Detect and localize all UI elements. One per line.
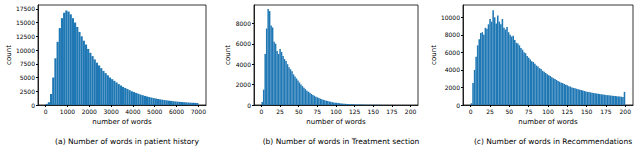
svg-text:2500: 2500 [20, 88, 35, 95]
svg-text:0: 0 [247, 102, 251, 109]
svg-text:6000: 6000 [169, 108, 184, 115]
svg-text:10000: 10000 [16, 47, 35, 54]
svg-text:4000: 4000 [236, 61, 251, 68]
svg-text:number of words: number of words [518, 118, 578, 126]
svg-text:200: 200 [620, 108, 632, 115]
svg-text:0: 0 [469, 108, 473, 115]
svg-text:(a) Number of words in patient: (a) Number of words in patient history [55, 137, 199, 146]
svg-text:0: 0 [456, 102, 460, 109]
svg-text:0: 0 [44, 108, 48, 115]
svg-text:2000: 2000 [445, 84, 460, 91]
svg-text:0: 0 [260, 108, 264, 115]
svg-text:12500: 12500 [16, 33, 35, 40]
svg-text:2000: 2000 [82, 108, 97, 115]
svg-text:5000: 5000 [147, 108, 162, 115]
svg-text:8000: 8000 [445, 31, 460, 38]
svg-text:count: count [5, 45, 13, 65]
svg-text:number of words: number of words [306, 118, 366, 126]
svg-text:200: 200 [405, 108, 417, 115]
svg-text:50: 50 [295, 108, 303, 115]
svg-text:10000: 10000 [441, 14, 460, 21]
svg-text:number of words: number of words [92, 118, 152, 126]
svg-text:4000: 4000 [445, 66, 460, 73]
svg-text:100: 100 [542, 108, 554, 115]
svg-text:7500: 7500 [20, 60, 35, 67]
svg-text:(c) Number of words in Recomme: (c) Number of words in Recommendations [474, 137, 632, 146]
svg-text:1000: 1000 [60, 108, 75, 115]
svg-text:150: 150 [368, 108, 380, 115]
svg-text:6000: 6000 [445, 49, 460, 56]
svg-text:4000: 4000 [125, 108, 140, 115]
svg-text:175: 175 [600, 108, 612, 115]
svg-text:6000: 6000 [236, 40, 251, 47]
svg-text:75: 75 [525, 108, 533, 115]
svg-text:25: 25 [276, 108, 284, 115]
svg-text:17500: 17500 [16, 5, 35, 12]
svg-text:(b) Number of words in Treatme: (b) Number of words in Treatment section [263, 137, 420, 146]
svg-text:7000: 7000 [191, 108, 206, 115]
svg-text:25: 25 [486, 108, 494, 115]
svg-text:125: 125 [349, 108, 361, 115]
svg-text:75: 75 [314, 108, 322, 115]
svg-text:100: 100 [330, 108, 342, 115]
svg-text:3000: 3000 [103, 108, 118, 115]
svg-text:15000: 15000 [16, 19, 35, 26]
svg-text:150: 150 [581, 108, 593, 115]
svg-text:8000: 8000 [236, 20, 251, 27]
svg-text:0: 0 [31, 102, 35, 109]
svg-text:50: 50 [506, 108, 514, 115]
svg-text:125: 125 [562, 108, 574, 115]
svg-text:count: count [224, 45, 232, 65]
svg-text:2000: 2000 [236, 81, 251, 88]
svg-text:175: 175 [386, 108, 398, 115]
svg-text:count: count [430, 45, 438, 65]
svg-text:5000: 5000 [20, 74, 35, 81]
